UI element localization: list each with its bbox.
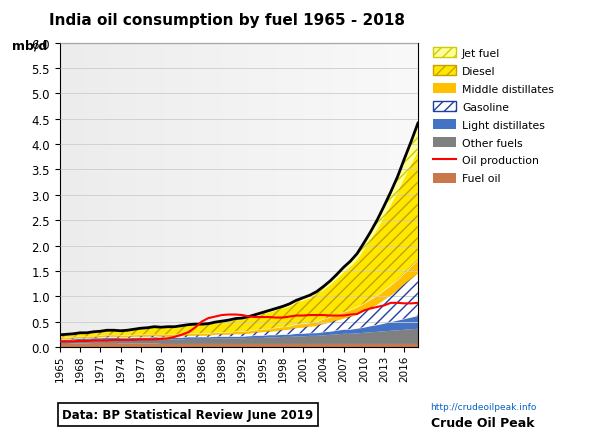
Text: India oil consumption by fuel 1965 - 2018: India oil consumption by fuel 1965 - 201… (49, 13, 405, 28)
Text: Data: BP Statistical Review June 2019: Data: BP Statistical Review June 2019 (63, 408, 313, 421)
Text: Crude Oil Peak: Crude Oil Peak (431, 416, 535, 428)
Text: mb/d: mb/d (12, 39, 47, 52)
Text: http://crudeoilpeak.info: http://crudeoilpeak.info (430, 402, 536, 411)
Legend: Jet fuel, Diesel, Middle distillates, Gasoline, Light distillates, Other fuels, : Jet fuel, Diesel, Middle distillates, Ga… (430, 46, 556, 186)
